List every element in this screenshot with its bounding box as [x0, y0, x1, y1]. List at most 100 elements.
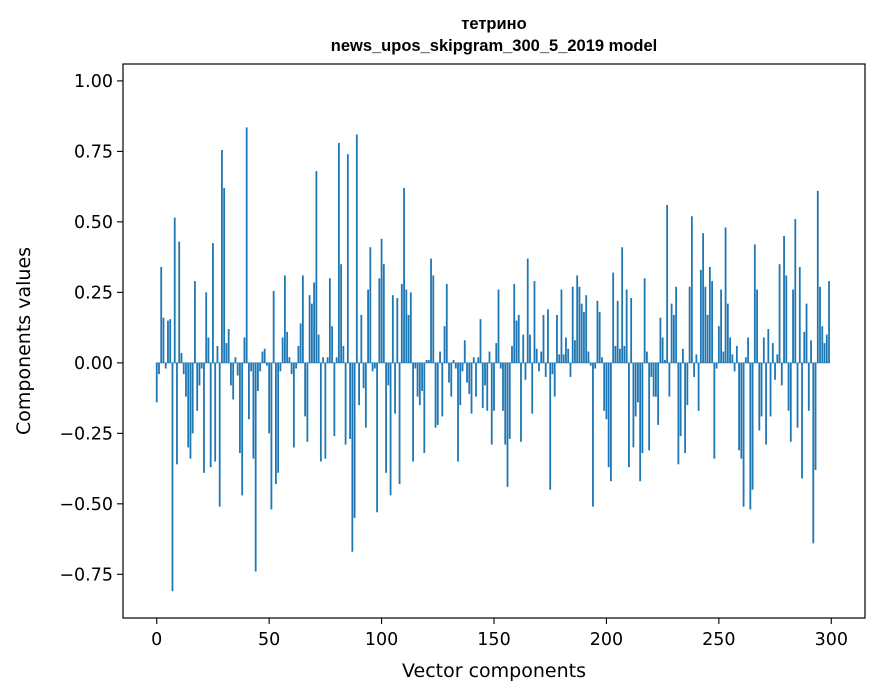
- bar-18: [196, 362, 199, 411]
- bar-77: [328, 278, 331, 363]
- bar-45: [257, 362, 259, 392]
- bar-33: [230, 362, 232, 386]
- bar-242: [699, 269, 702, 363]
- bar-4: [164, 362, 167, 369]
- bar-series: [155, 127, 830, 592]
- bar-270: [762, 337, 765, 363]
- bar-27: [216, 345, 219, 363]
- bar-235: [684, 362, 687, 454]
- bar-281: [787, 362, 790, 411]
- bar-204: [614, 345, 617, 363]
- bar-188: [578, 286, 581, 363]
- bar-167: [531, 362, 534, 414]
- bar-279: [783, 235, 785, 363]
- bar-28: [218, 362, 221, 507]
- bar-253: [724, 227, 727, 363]
- bar-139: [468, 362, 471, 394]
- bar-251: [720, 289, 722, 363]
- bar-111: [405, 289, 408, 363]
- bar-223: [657, 362, 660, 425]
- bar-137: [463, 340, 466, 363]
- x-tick-label: 50: [258, 630, 280, 650]
- bar-146: [484, 362, 486, 386]
- bar-141: [472, 357, 475, 363]
- bar-96: [371, 362, 374, 372]
- bar-169: [535, 348, 538, 363]
- y-tick-label: −0.50: [59, 495, 113, 515]
- bar-273: [769, 362, 772, 417]
- bar-68: [308, 295, 311, 363]
- bar-268: [758, 362, 761, 431]
- bar-132: [452, 360, 455, 363]
- bar-135: [459, 362, 462, 406]
- bar-195: [594, 362, 597, 369]
- bar-104: [389, 362, 392, 496]
- bar-163: [522, 334, 525, 363]
- bar-117: [418, 362, 421, 406]
- bar-199: [603, 362, 606, 411]
- bar-160: [515, 320, 518, 363]
- bar-67: [306, 362, 309, 442]
- bar-21: [203, 362, 205, 473]
- bar-234: [681, 348, 684, 363]
- bar-193: [589, 362, 592, 366]
- bar-271: [765, 362, 767, 445]
- bar-297: [823, 343, 826, 363]
- bar-46: [259, 362, 262, 372]
- bar-168: [533, 281, 536, 363]
- bar-272: [767, 329, 770, 363]
- bar-105: [391, 295, 394, 363]
- bar-161: [517, 314, 520, 363]
- bar-11: [180, 352, 183, 363]
- bar-275: [774, 362, 776, 380]
- bar-58: [286, 331, 289, 363]
- bar-201: [607, 362, 610, 468]
- bar-274: [771, 343, 774, 363]
- bar-84: [344, 362, 347, 445]
- bar-217: [643, 278, 646, 363]
- bar-12: [182, 362, 185, 375]
- y-tick-label: 0.75: [74, 142, 113, 162]
- bar-240: [695, 354, 698, 363]
- bar-121: [427, 360, 430, 363]
- bar-133: [454, 362, 457, 369]
- y-tick-label: 0.25: [74, 283, 113, 303]
- bar-166: [529, 334, 531, 363]
- bar-164: [524, 362, 527, 380]
- bar-69: [310, 303, 313, 363]
- bar-80: [335, 357, 338, 363]
- bar-165: [526, 258, 529, 363]
- bar-39: [243, 337, 246, 363]
- bar-276: [776, 354, 779, 363]
- bar-218: [646, 351, 648, 363]
- bar-287: [801, 362, 803, 479]
- bar-118: [421, 362, 423, 392]
- bar-231: [675, 286, 678, 363]
- bar-17: [194, 281, 196, 363]
- bar-85: [346, 154, 349, 363]
- bar-13: [185, 362, 187, 397]
- bar-264: [749, 362, 752, 510]
- bar-115: [414, 362, 417, 369]
- bar-34: [232, 362, 235, 400]
- bar-127: [441, 362, 444, 417]
- bar-212: [632, 362, 635, 448]
- bar-285: [796, 362, 799, 428]
- bar-90: [358, 362, 360, 406]
- bar-246: [708, 266, 711, 363]
- bar-97: [373, 362, 376, 369]
- bar-73: [319, 362, 322, 462]
- bar-126: [439, 351, 441, 363]
- bar-114: [412, 362, 414, 462]
- bar-203: [612, 272, 615, 363]
- bar-2: [160, 266, 163, 363]
- bar-89: [355, 134, 358, 363]
- bar-291: [810, 340, 812, 363]
- bar-124: [434, 362, 437, 428]
- bar-54: [277, 362, 280, 473]
- bar-116: [416, 362, 419, 397]
- bar-259: [738, 362, 740, 451]
- bar-205: [616, 300, 619, 363]
- bar-47: [261, 351, 264, 363]
